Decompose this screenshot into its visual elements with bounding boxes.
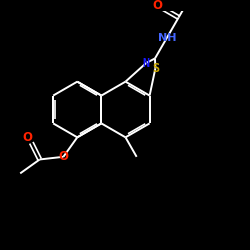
Text: O: O [152,0,162,12]
Text: O: O [22,132,32,144]
Text: N: N [142,56,150,70]
Text: NH: NH [158,33,176,43]
Text: O: O [58,150,68,163]
Text: S: S [152,62,159,75]
